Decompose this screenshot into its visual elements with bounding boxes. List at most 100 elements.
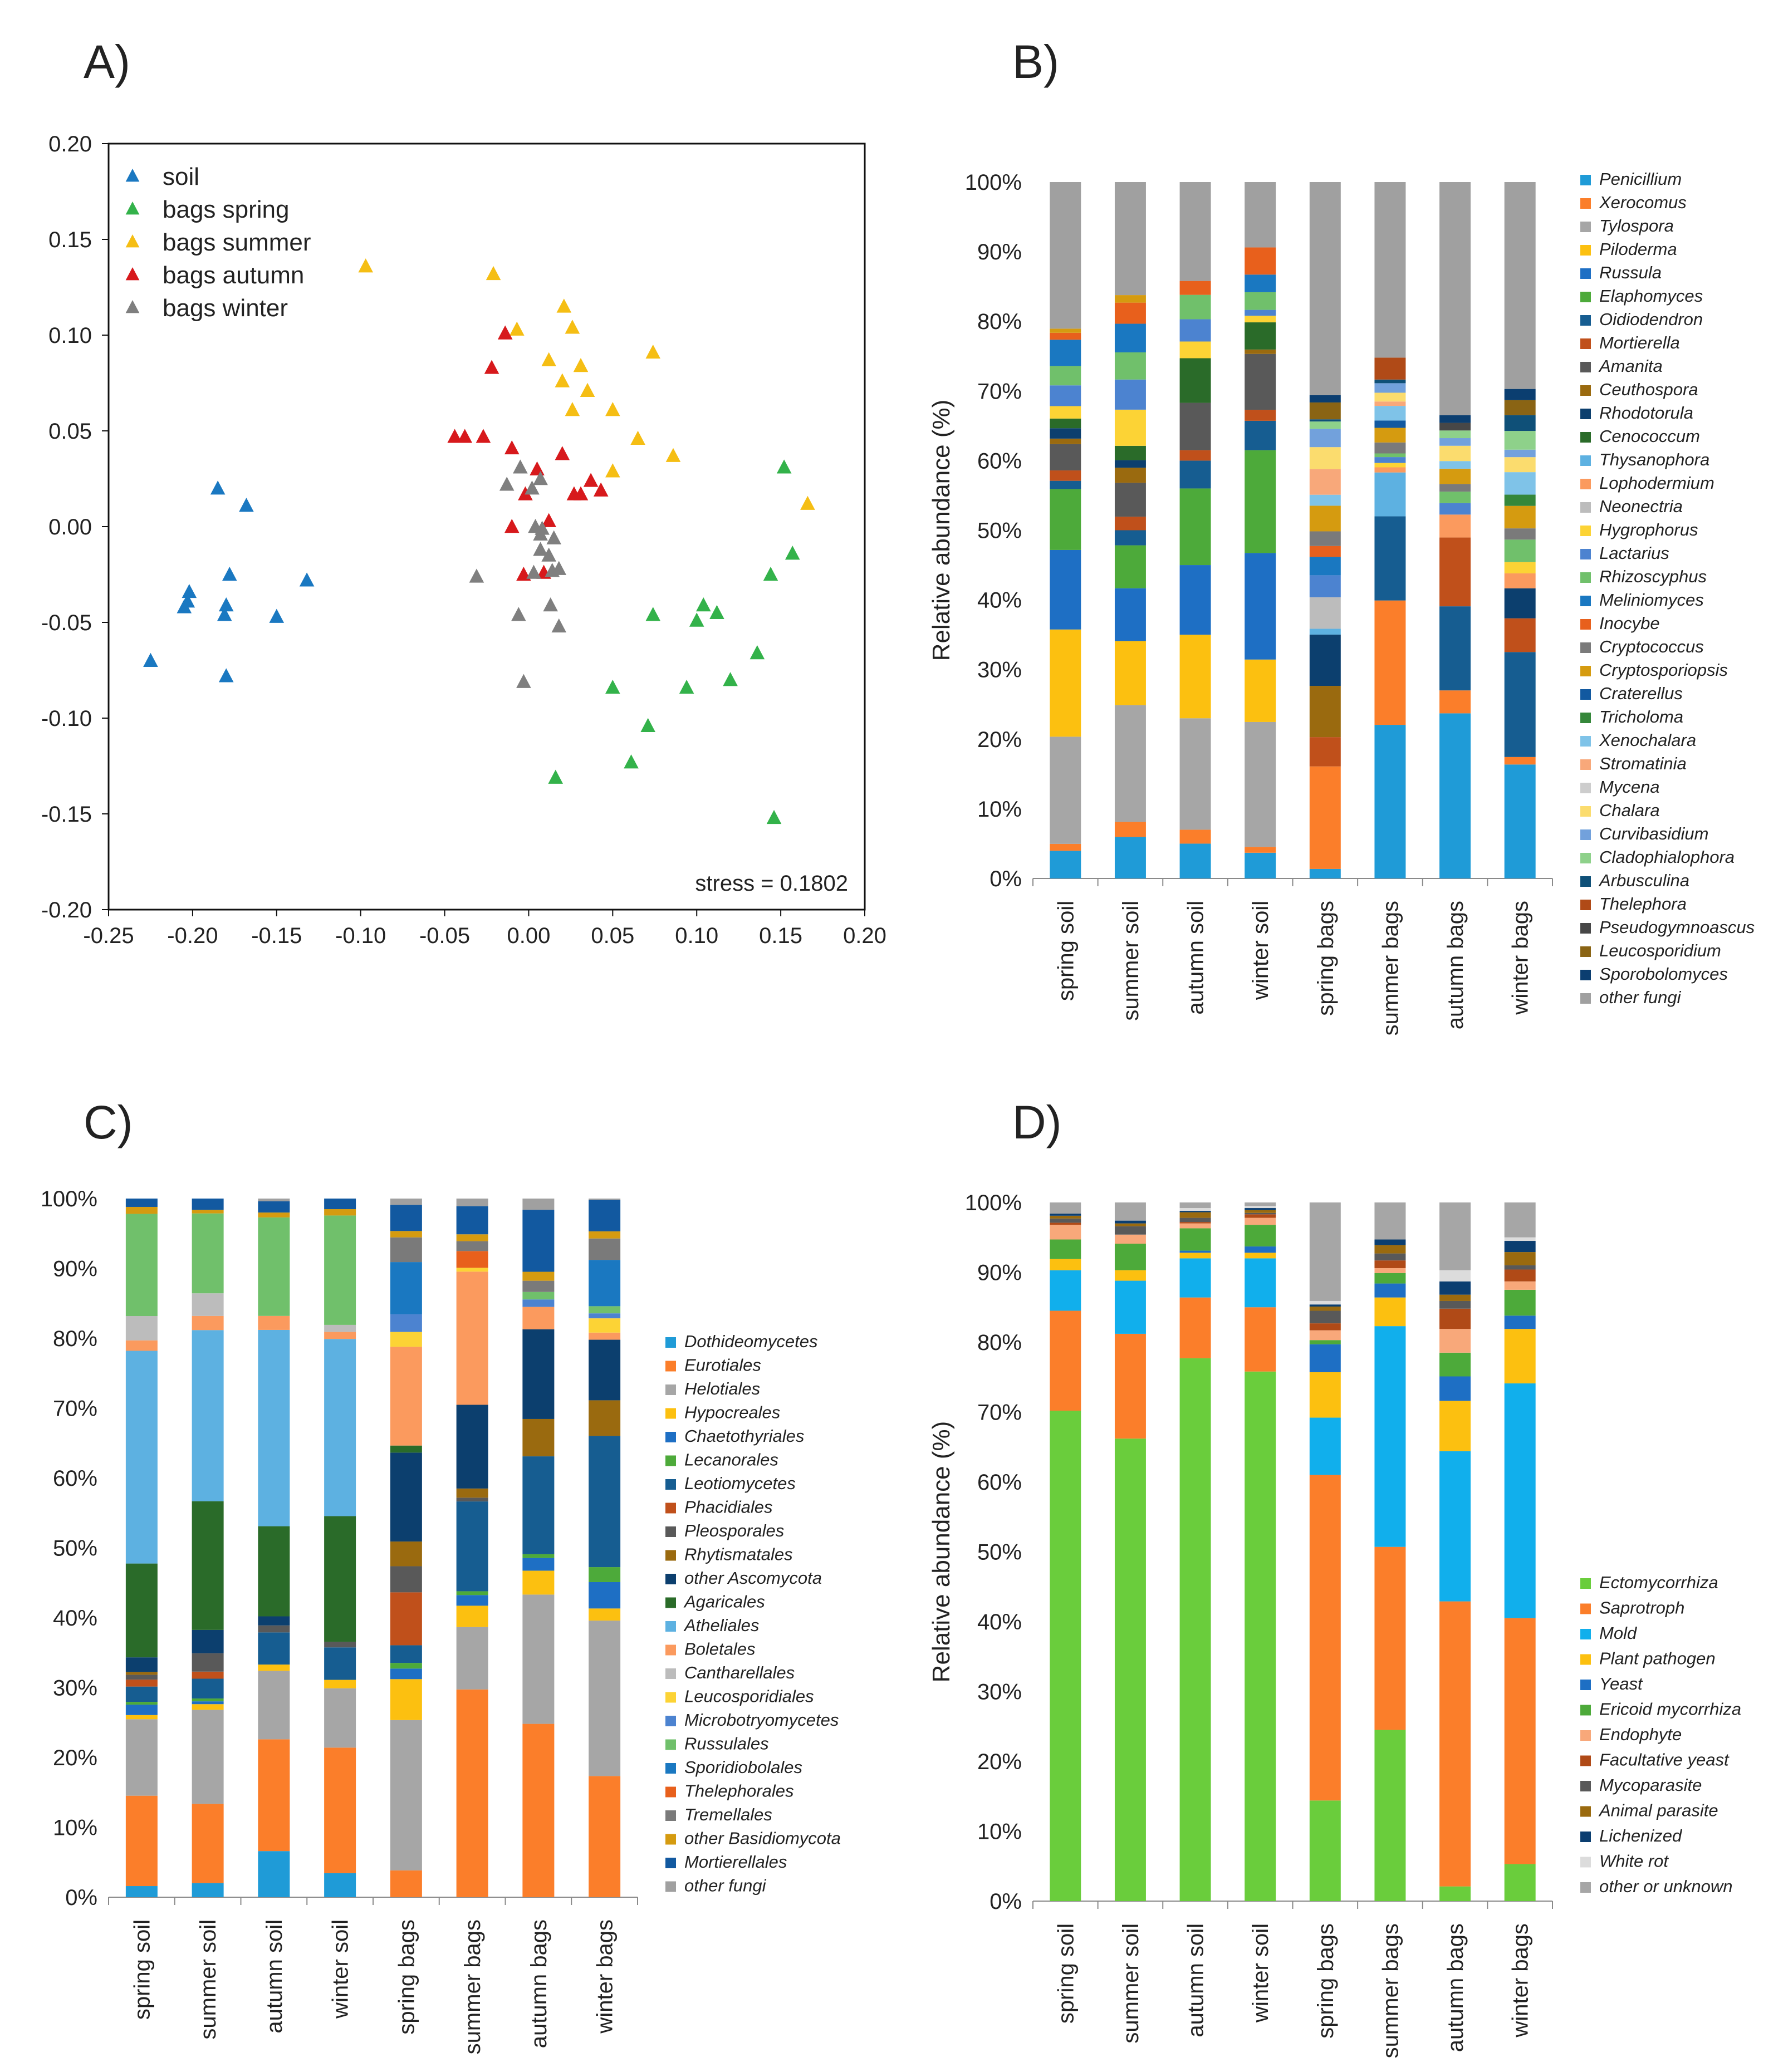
- x-tick-label: 0.15: [759, 924, 802, 948]
- bar-segment-other-ascomycota: [589, 1339, 621, 1401]
- scatter-chart-a: -0.25 -0.20 -0.15 -0.10 -0.05 0.00 0.05 0.10 0.1…: [41, 132, 886, 948]
- point-bags-summer: [486, 266, 501, 281]
- bar-segment-mortierellales: [589, 1200, 621, 1231]
- bar-segment-lecanorales: [522, 1554, 555, 1558]
- legend-label-rhytismatales: Rhytismatales: [684, 1545, 793, 1564]
- bar-segment-lecanorales: [589, 1567, 621, 1582]
- bar-segment-russulales: [125, 1214, 158, 1317]
- point-bags-winter: [546, 530, 562, 544]
- legend-swatch-pseudogymnoascus: [1580, 923, 1591, 934]
- bar-segment-hypocreales: [522, 1570, 555, 1595]
- bar-segment-russulales: [192, 1213, 224, 1294]
- bar-segment-sporidiobolales: [390, 1262, 422, 1314]
- x-tick-label: -0.10: [335, 924, 386, 948]
- legend-swatch-microbotryomycetes: [665, 1716, 676, 1726]
- bar-segment-cryptococcus: [1309, 531, 1341, 546]
- bar-segment-white-rot: [1439, 1270, 1471, 1282]
- legend-label-cladophialophora: Cladophialophora: [1599, 847, 1735, 867]
- legend-label-russula: Russula: [1599, 263, 1662, 282]
- bar-segment-hypocreales: [324, 1680, 356, 1688]
- bar-segment-mycoparasite: [1439, 1300, 1471, 1309]
- point-bags-spring: [679, 679, 694, 694]
- bar-segment-hypocreales: [589, 1608, 621, 1621]
- legend-swatch-tremellales: [665, 1810, 676, 1821]
- bar-segment-plant-pathogen: [1179, 1253, 1211, 1259]
- bar-segment-other-basidiomycota: [456, 1234, 488, 1241]
- legend-swatch-helotiales: [665, 1384, 676, 1395]
- bar-segment-thelephorales: [456, 1251, 488, 1268]
- category-label: summer soil: [196, 1919, 221, 2040]
- bar-segment-xerocomus: [1374, 600, 1406, 725]
- bar-segment-microbotryomycetes: [390, 1314, 422, 1332]
- category-label: summer bags: [1378, 1923, 1403, 2058]
- bar-segment-hygrophorus: [1374, 463, 1406, 468]
- y-tick-label: 60%: [977, 449, 1022, 473]
- point-soil: [210, 480, 226, 495]
- bar-segment-endophyte: [1114, 1234, 1146, 1244]
- category-label: winter bags: [593, 1919, 618, 2034]
- bar-segment-helotiales: [258, 1671, 290, 1740]
- bar-segment-chaetothyriales: [192, 1701, 224, 1705]
- point-bags-winter: [526, 564, 541, 579]
- legend-label-cryptococcus: Cryptococcus: [1599, 637, 1704, 656]
- bar-segment-cenococcum: [1114, 445, 1146, 460]
- bar-segment-tylospora: [1245, 721, 1276, 847]
- bar-segment-endophyte: [1050, 1225, 1081, 1240]
- bar-segment-yeast: [1439, 1376, 1471, 1401]
- legend-label-rhodotorula: Rhodotorula: [1599, 403, 1693, 423]
- y-tick-label: 100%: [965, 1191, 1022, 1215]
- bar-segment-plant-pathogen: [1245, 1253, 1276, 1259]
- legend-label-leucosporidium: Leucosporidium: [1599, 941, 1721, 960]
- legend-label-hygrophorus: Hygrophorus: [1599, 520, 1698, 539]
- bar-segment-animal-parasite: [1504, 1252, 1536, 1265]
- bar-segment-russulales: [589, 1306, 621, 1314]
- bar-segment-mortierellales: [258, 1201, 290, 1213]
- legend-swatch-ceuthospora: [1580, 385, 1591, 396]
- legend-label-white-rot: White rot: [1599, 1852, 1669, 1871]
- bar-segment-russula: [1114, 588, 1146, 641]
- legend-label-thysanophora: Thysanophora: [1599, 450, 1709, 469]
- point-bags-summer: [555, 373, 570, 387]
- point-bags-autumn: [541, 513, 556, 527]
- bar-segment-rhizoscyphus: [1439, 492, 1471, 503]
- y-tick-label: 70%: [977, 1401, 1022, 1425]
- bar-segment-tremellales: [589, 1238, 621, 1260]
- bar-segment-other-or-unknown: [1179, 1202, 1211, 1209]
- legend-swatch-tylospora: [1580, 222, 1591, 232]
- y-tick-label: 60%: [977, 1470, 1022, 1495]
- y-tick-label: 0%: [989, 867, 1022, 891]
- legend-swatch-oidiodendron: [1580, 315, 1591, 326]
- point-bags-winter: [469, 568, 484, 583]
- bar-segment-curvibasidium: [1309, 429, 1341, 448]
- bar-segment-russulales: [258, 1217, 290, 1316]
- bar-segment-saprotroph: [1374, 1546, 1406, 1730]
- bar-segment-ericoid-mycorrhiza: [1504, 1289, 1536, 1316]
- bar-segment-penicillium: [1179, 843, 1211, 878]
- point-bags-autumn: [555, 446, 570, 460]
- bar-segment-hygrophorus: [1179, 341, 1211, 359]
- bar-segment-other-or-unknown: [1245, 1202, 1276, 1206]
- legend-swatch-cenococcum: [1580, 432, 1591, 443]
- legend-swatch-lecanorales: [665, 1455, 676, 1466]
- bar-segment-other-fungi: [522, 1199, 555, 1210]
- bar-segment-rhytismatales: [522, 1418, 555, 1457]
- bar-segment-ericoid-mycorrhiza: [1114, 1244, 1146, 1270]
- bar-segment-leucosporidiales: [390, 1332, 422, 1347]
- legend-swatch-lactarius: [1580, 549, 1591, 559]
- y-tick-label: 60%: [53, 1466, 97, 1491]
- bar-segment-mycoparasite: [1050, 1218, 1081, 1223]
- bar-segment-leotiomycetes: [125, 1686, 158, 1702]
- bar-segment-xerocomus: [1245, 847, 1276, 853]
- legend-marker-bags-winter: [125, 300, 140, 313]
- point-soil: [182, 583, 197, 598]
- y-tick-label: 10%: [977, 1820, 1022, 1844]
- bar-segment-tylospora: [1179, 718, 1211, 830]
- legend-swatch-mycoparasite: [1580, 1781, 1591, 1791]
- legend-label-russulales: Russulales: [684, 1734, 769, 1754]
- bar-segment-rhodotorula: [1504, 588, 1536, 618]
- legend-swatch-other-fungi: [665, 1881, 676, 1892]
- bar-segment-eurotiales: [192, 1804, 224, 1883]
- bar-segment-mold: [1504, 1383, 1536, 1618]
- bar-segment-xerocomus: [1179, 829, 1211, 844]
